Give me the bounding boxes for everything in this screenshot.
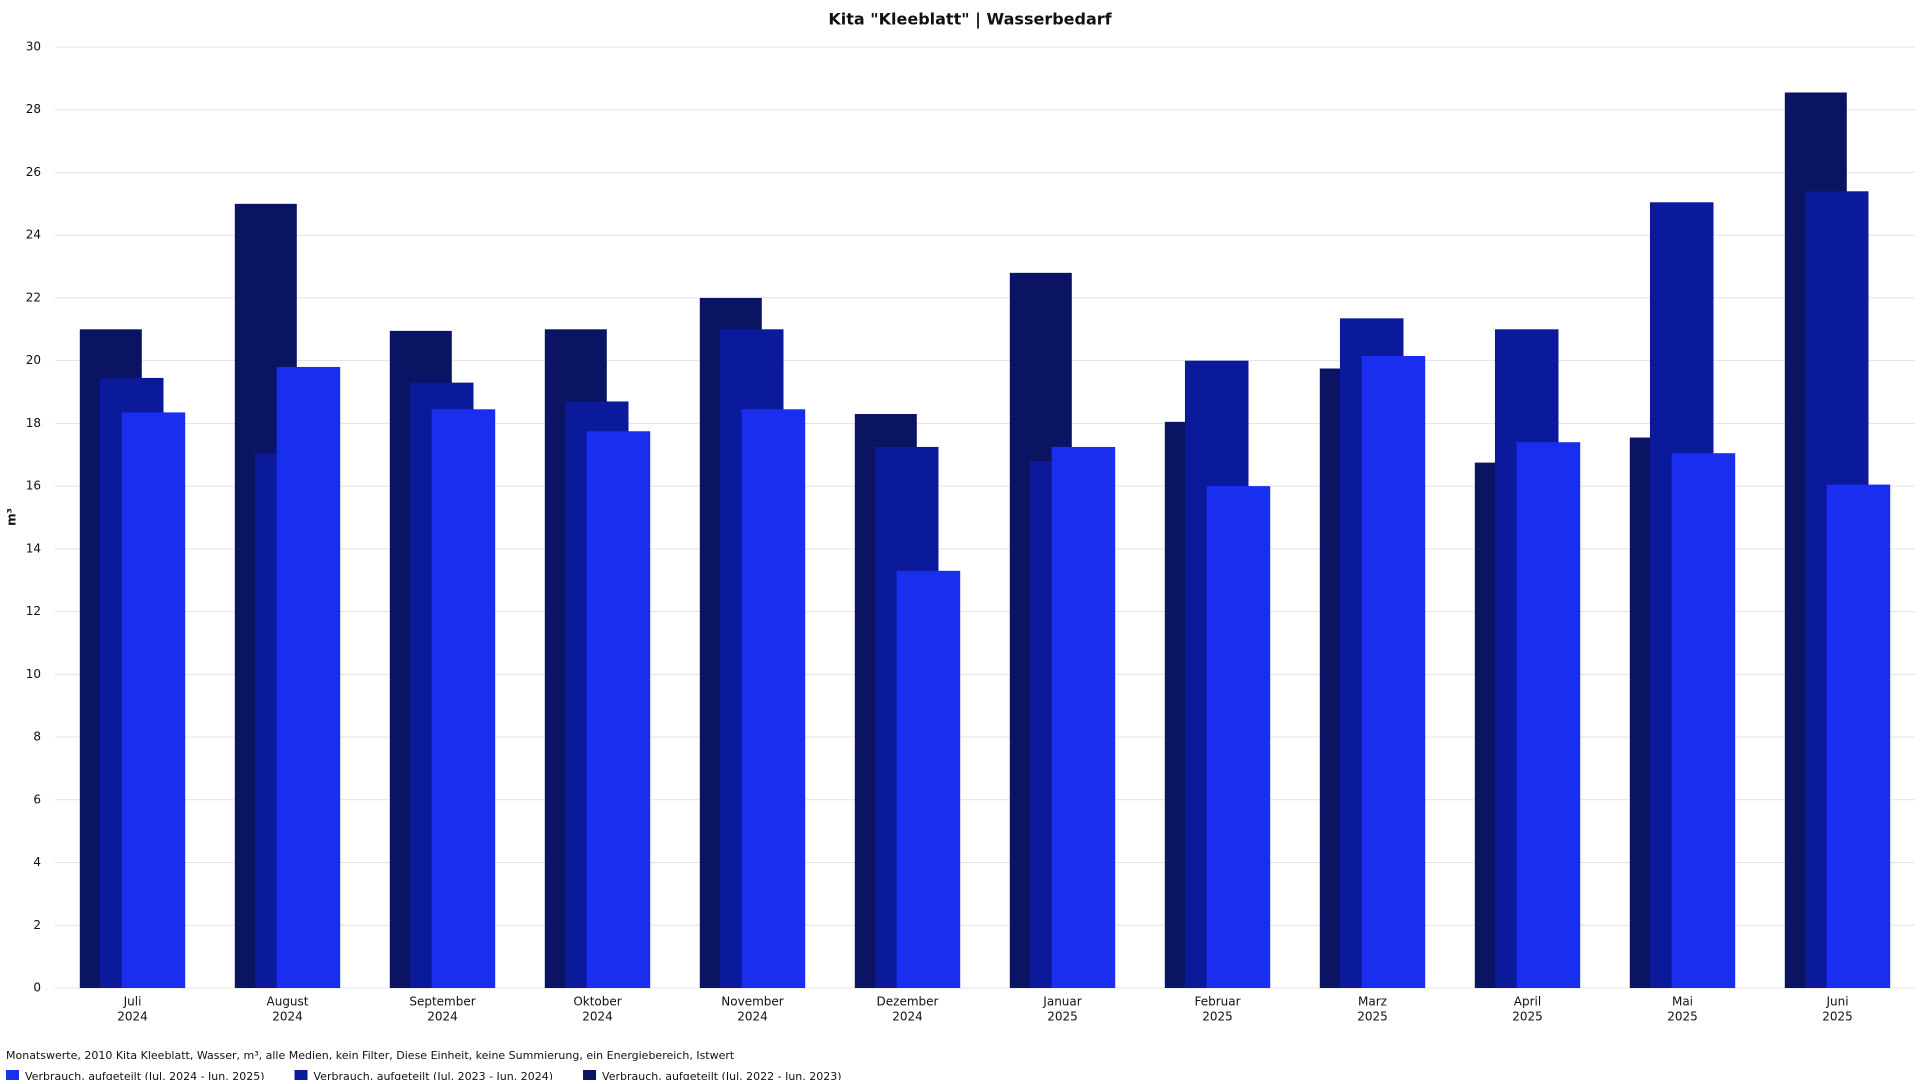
y-tick-label: 22 — [26, 290, 41, 304]
legend-swatch — [6, 1070, 19, 1083]
x-tick-label: November — [721, 995, 783, 1009]
y-tick-label: 8 — [33, 730, 41, 744]
y-tick-label: 30 — [26, 40, 41, 54]
y-tick-label: 14 — [26, 541, 41, 555]
y-tick-label: 26 — [26, 165, 41, 179]
x-tick-label: 2025 — [1357, 1010, 1388, 1024]
x-tick-label: 2024 — [117, 1010, 148, 1024]
x-tick-label: 2024 — [737, 1010, 768, 1024]
x-tick-label: Juni — [1825, 995, 1848, 1009]
chart-title: Kita "Kleeblatt" | Wasserbedarf — [828, 10, 1112, 30]
legend-label: Verbrauch, aufgeteilt (Jul. 2024 - Jun. … — [25, 1070, 265, 1080]
legend-swatch — [294, 1070, 308, 1083]
x-tick-label: Juli — [123, 995, 142, 1009]
y-tick-label: 4 — [33, 855, 41, 869]
x-tick-label: 2024 — [582, 1010, 613, 1024]
x-tick-label: Dezember — [877, 995, 939, 1009]
y-tick-label: 12 — [26, 604, 41, 618]
x-tick-label: September — [409, 995, 475, 1009]
legend-swatch — [583, 1070, 597, 1083]
bar — [1051, 446, 1116, 988]
bar — [1361, 355, 1426, 988]
x-tick-label: Oktober — [573, 995, 621, 1009]
x-tick-label: Mai — [1672, 995, 1693, 1009]
legend-label: Verbrauch, aufgeteilt (Jul. 2023 - Jun. … — [314, 1070, 554, 1080]
y-tick-label: 10 — [26, 667, 41, 681]
y-tick-label: 24 — [26, 228, 41, 242]
bar — [896, 570, 961, 988]
y-tick-label: 18 — [26, 416, 41, 430]
x-tick-label: 2025 — [1047, 1010, 1078, 1024]
x-tick-label: 2024 — [427, 1010, 458, 1024]
bar — [121, 412, 186, 989]
x-tick-label: 2025 — [1202, 1010, 1233, 1024]
footnote: Monatswerte, 2010 Kita Kleeblatt, Wasser… — [6, 1049, 735, 1062]
bar — [1516, 442, 1581, 989]
x-tick-label: Januar — [1042, 995, 1081, 1009]
y-tick-label: 20 — [26, 353, 41, 367]
y-tick-label: 0 — [33, 981, 41, 995]
y-tick-label: 6 — [33, 792, 41, 806]
bar — [276, 366, 341, 988]
bar — [1671, 453, 1736, 988]
bar — [431, 409, 496, 988]
x-tick-label: 2024 — [892, 1010, 923, 1024]
x-tick-label: Marz — [1358, 995, 1387, 1009]
legend-label: Verbrauch, aufgeteilt (Jul. 2022 - Jun. … — [602, 1070, 842, 1080]
y-tick-label: 16 — [26, 479, 41, 493]
y-axis-label: m³ — [5, 508, 19, 526]
x-tick-label: 2024 — [272, 1010, 303, 1024]
bar — [741, 409, 806, 988]
bar — [1826, 484, 1891, 988]
x-tick-label: 2025 — [1667, 1010, 1698, 1024]
y-tick-label: 2 — [33, 918, 41, 932]
x-tick-label: Februar — [1194, 995, 1240, 1009]
x-tick-label: August — [267, 995, 309, 1009]
bar — [1206, 486, 1271, 988]
x-tick-label: 2025 — [1512, 1010, 1543, 1024]
x-tick-label: April — [1514, 995, 1541, 1009]
bar — [586, 431, 651, 988]
y-tick-label: 28 — [26, 102, 41, 116]
x-tick-label: 2025 — [1822, 1010, 1853, 1024]
